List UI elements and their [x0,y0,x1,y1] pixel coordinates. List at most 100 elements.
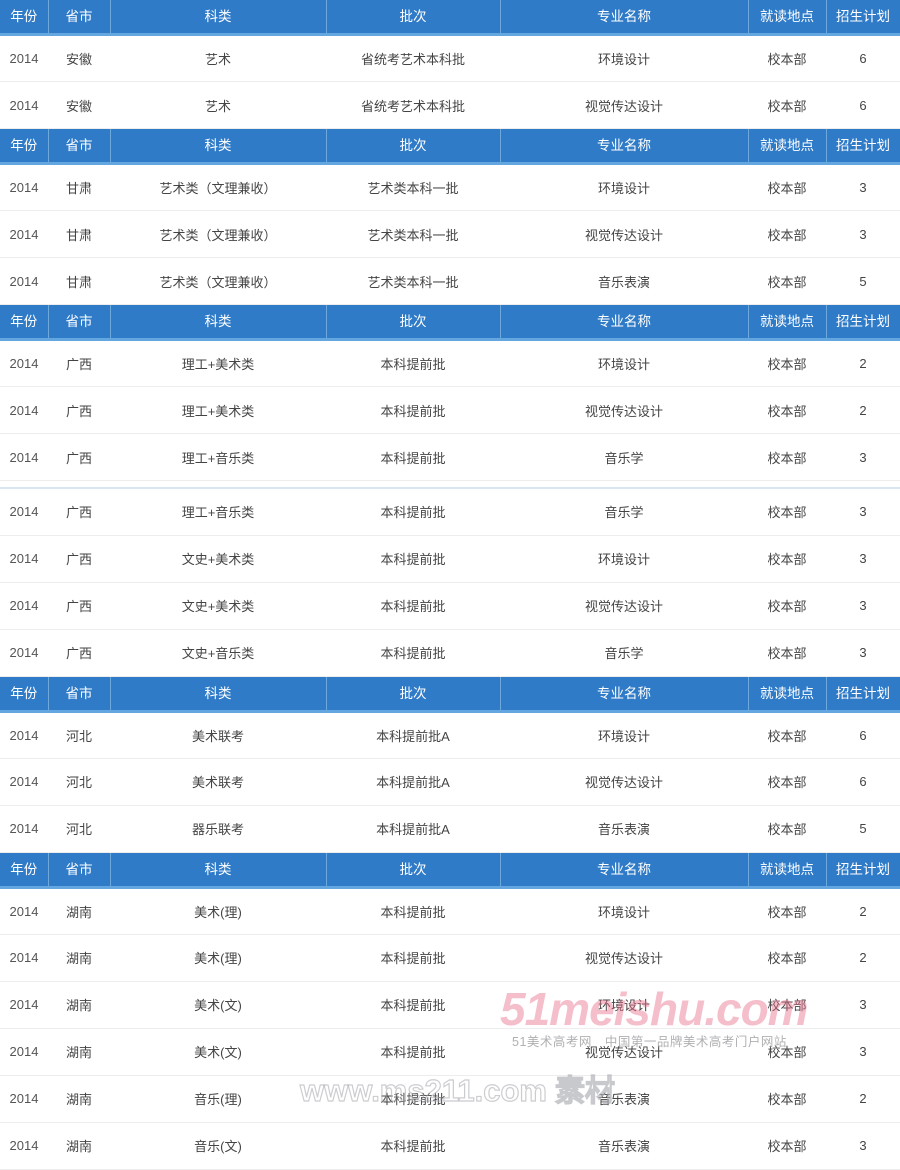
column-header-place[interactable]: 就读地点 [748,0,827,36]
cell-cat: 艺术类（文理兼收） [110,163,326,211]
table-row[interactable]: 2014 安徽 艺术 省统考艺术本科批 视觉传达设计 校本部 6 [0,81,900,129]
column-header-cat[interactable]: 科类 [110,129,327,165]
table-row[interactable]: 2014 广西 文史+美术类 本科提前批 视觉传达设计 校本部 3 [0,582,900,630]
column-header-place[interactable]: 就读地点 [748,676,827,713]
column-header-prov[interactable]: 省市 [48,305,111,341]
cell-place: 校本部 [748,934,826,982]
cell-place: 校本部 [748,1028,826,1076]
table-row[interactable]: 2014 河北 美术联考 本科提前批A 视觉传达设计 校本部 6 [0,758,900,806]
table-row[interactable]: 2014 广西 文史+音乐类 本科提前批 音乐学 校本部 3 [0,629,900,677]
table-row[interactable]: 2014 广西 文史+美术类 本科提前批 环境设计 校本部 3 [0,535,900,583]
column-header-batch[interactable]: 批次 [326,0,501,36]
table-header-row: 年份 省市 科类 批次 专业名称 就读地点 招生计划 [0,305,900,341]
table-row[interactable]: 2014 湖南 美术(理) 本科提前批 视觉传达设计 校本部 2 [0,934,900,982]
table-row[interactable]: 2014 湖南 美术(理) 本科提前批 环境设计 校本部 2 [0,887,900,935]
cell-prov: 广西 [48,535,110,583]
cell-batch: 本科提前批 [326,934,500,982]
column-header-major[interactable]: 专业名称 [500,676,749,713]
column-header-year[interactable]: 年份 [0,305,49,341]
column-header-major[interactable]: 专业名称 [500,0,749,36]
column-header-quota[interactable]: 招生计划 [826,305,900,341]
cell-place: 校本部 [748,1122,826,1170]
cell-major: 音乐学 [500,488,748,536]
column-header-cat[interactable]: 科类 [110,305,327,341]
cell-quota: 3 [826,582,900,630]
cell-year: 2014 [0,805,48,853]
cell-prov: 河北 [48,758,110,806]
column-header-place[interactable]: 就读地点 [748,305,827,341]
cell-cat: 艺术 [110,34,326,82]
cell-prov: 湖南 [48,934,110,982]
column-header-major[interactable]: 专业名称 [500,852,749,889]
table-row[interactable]: 2014 甘肃 艺术类（文理兼收） 艺术类本科一批 视觉传达设计 校本部 3 [0,210,900,258]
column-header-quota[interactable]: 招生计划 [826,0,900,36]
table-row[interactable]: 2014 河北 美术联考 本科提前批A 环境设计 校本部 6 [0,711,900,759]
cell-major: 视觉传达设计 [500,386,748,434]
cell-batch: 本科提前批 [326,535,500,583]
column-header-batch[interactable]: 批次 [326,129,501,165]
table-row[interactable]: 2014 广西 理工+音乐类 本科提前批 音乐学 校本部 3 [0,433,900,481]
column-header-prov[interactable]: 省市 [48,676,111,713]
cell-place: 校本部 [748,34,826,82]
table-row[interactable]: 2014 河北 器乐联考 本科提前批A 音乐表演 校本部 5 [0,805,900,853]
cell-cat: 美术联考 [110,758,326,806]
data-table-block: 年份 省市 科类 批次 专业名称 就读地点 招生计划 2014 甘肃 艺术类（文理兼收） 艺术类本科… [0,129,900,305]
table-row[interactable]: 2014 甘肃 艺术类（文理兼收） 艺术类本科一批 环境设计 校本部 3 [0,163,900,211]
table-row[interactable]: 2014 广西 理工+音乐类 本科提前批 音乐学 校本部 3 [0,488,900,536]
column-header-place[interactable]: 就读地点 [748,129,827,165]
column-header-quota[interactable]: 招生计划 [826,676,900,713]
cell-cat: 理工+美术类 [110,339,326,387]
table-row[interactable]: 2014 湖南 音乐(理) 本科提前批 音乐表演 校本部 2 [0,1075,900,1123]
cell-batch: 省统考艺术本科批 [326,81,500,129]
table-row[interactable]: 2014 安徽 艺术 省统考艺术本科批 环境设计 校本部 6 [0,34,900,82]
cell-major: 环境设计 [500,34,748,82]
column-header-quota[interactable]: 招生计划 [826,852,900,889]
column-header-batch[interactable]: 批次 [326,305,501,341]
table-row[interactable]: 2014 广西 理工+美术类 本科提前批 环境设计 校本部 2 [0,339,900,387]
column-header-prov[interactable]: 省市 [48,129,111,165]
column-header-batch[interactable]: 批次 [326,676,501,713]
column-header-place[interactable]: 就读地点 [748,852,827,889]
cell-quota: 6 [826,711,900,759]
column-header-year[interactable]: 年份 [0,676,49,713]
cell-quota: 2 [826,934,900,982]
column-header-cat[interactable]: 科类 [110,852,327,889]
cell-year: 2014 [0,34,48,82]
column-header-batch[interactable]: 批次 [326,852,501,889]
table-row[interactable]: 2014 甘肃 艺术类（文理兼收） 艺术类本科一批 音乐表演 校本部 5 [0,257,900,305]
cell-cat: 艺术 [110,81,326,129]
cell-prov: 广西 [48,339,110,387]
cell-place: 校本部 [748,386,826,434]
cell-quota: 5 [826,257,900,305]
column-header-year[interactable]: 年份 [0,129,49,165]
column-header-prov[interactable]: 省市 [48,852,111,889]
cell-place: 校本部 [748,805,826,853]
cell-major: 视觉传达设计 [500,210,748,258]
cell-batch: 本科提前批 [326,1122,500,1170]
cell-quota: 2 [826,386,900,434]
table-row[interactable]: 2014 湖南 美术(文) 本科提前批 环境设计 校本部 3 [0,981,900,1029]
cell-batch: 本科提前批 [326,887,500,935]
cell-quota: 6 [826,34,900,82]
column-header-quota[interactable]: 招生计划 [826,129,900,165]
cell-prov: 甘肃 [48,163,110,211]
cell-prov: 安徽 [48,81,110,129]
table-row[interactable]: 2014 广西 理工+美术类 本科提前批 视觉传达设计 校本部 2 [0,386,900,434]
cell-year: 2014 [0,163,48,211]
column-header-year[interactable]: 年份 [0,0,49,36]
cell-cat: 音乐(文) [110,1122,326,1170]
column-header-year[interactable]: 年份 [0,852,49,889]
cell-prov: 广西 [48,433,110,481]
column-header-prov[interactable]: 省市 [48,0,111,36]
column-header-cat[interactable]: 科类 [110,676,327,713]
cell-cat: 文史+音乐类 [110,629,326,677]
cell-year: 2014 [0,981,48,1029]
table-row[interactable]: 2014 湖南 音乐(文) 本科提前批 音乐表演 校本部 3 [0,1122,900,1170]
cell-place: 校本部 [748,887,826,935]
column-header-major[interactable]: 专业名称 [500,129,749,165]
cell-year: 2014 [0,535,48,583]
column-header-major[interactable]: 专业名称 [500,305,749,341]
table-row[interactable]: 2014 湖南 美术(文) 本科提前批 视觉传达设计 校本部 3 [0,1028,900,1076]
cell-major: 视觉传达设计 [500,934,748,982]
column-header-cat[interactable]: 科类 [110,0,327,36]
